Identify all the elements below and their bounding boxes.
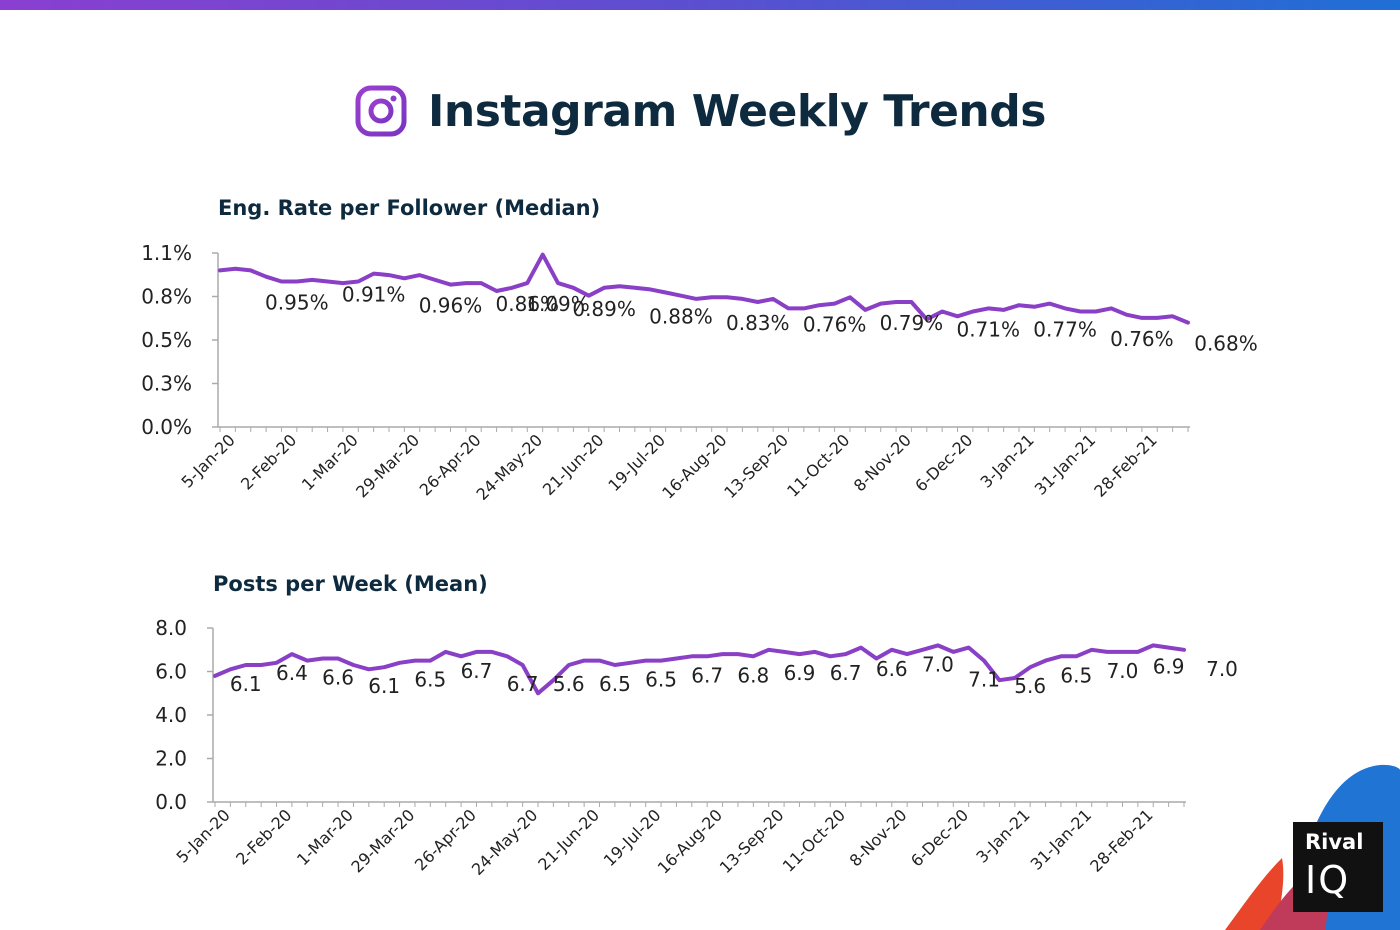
data-label: 6.5: [599, 672, 631, 696]
data-label: 6.6: [876, 657, 908, 681]
data-label: 6.1: [230, 672, 262, 696]
series-line: [218, 252, 1190, 325]
x-tick-label: 19-Jul-20: [600, 805, 665, 870]
y-tick-label: 0.8%: [141, 285, 192, 309]
y-tick-label: 4.0: [155, 703, 187, 727]
x-tick-label: 13-Sep-20: [720, 430, 792, 502]
data-label: 0.77%: [1033, 317, 1097, 341]
logo-text-iq: IQ: [1305, 858, 1351, 902]
top-gradient-bar: [0, 0, 1400, 10]
y-tick-label: 1.1%: [141, 241, 192, 265]
x-tick-label: 3-Jan-21: [977, 430, 1038, 491]
data-label: 0.91%: [342, 283, 406, 307]
data-label: 6.7: [691, 663, 723, 687]
x-tick-label: 2-Feb-20: [237, 430, 300, 493]
data-label: 6.9: [784, 661, 816, 685]
data-label: 7.0: [1107, 659, 1139, 683]
data-label: 0.76%: [1110, 327, 1174, 351]
x-tick-label: 31-Jan-21: [1027, 805, 1095, 873]
x-tick-label: 8-Nov-20: [850, 430, 915, 495]
chart-title-engagement: Eng. Rate per Follower (Median): [218, 196, 601, 220]
x-tick-label: 2-Feb-20: [232, 805, 295, 868]
chart-title-posts: Posts per Week (Mean): [213, 572, 488, 596]
page-header: Instagram Weekly Trends: [0, 76, 1400, 146]
x-tick-label: 21-Jun-20: [539, 430, 608, 499]
data-label: 0.76%: [803, 313, 867, 337]
x-tick-label: 24-May-20: [468, 805, 542, 879]
x-tick-label: 1-Mar-20: [293, 805, 357, 869]
x-tick-label: 28-Feb-21: [1086, 805, 1156, 875]
data-label: 6.9: [1153, 655, 1185, 679]
data-label: 0.83%: [726, 311, 790, 335]
posts-per-week-chart: 0.02.04.06.08.05-Jan-202-Feb-201-Mar-202…: [155, 616, 1238, 879]
data-label: 7.1: [968, 668, 1000, 692]
data-label: 5.6: [1014, 674, 1046, 698]
y-tick-label: 0.0%: [141, 415, 192, 439]
y-tick-label: 0.5%: [141, 328, 192, 352]
data-label: 6.7: [830, 661, 862, 685]
x-tick-label: 5-Jan-20: [173, 805, 234, 866]
x-tick-label: 6-Dec-20: [911, 430, 976, 495]
x-tick-label: 6-Dec-20: [907, 805, 972, 870]
y-tick-label: 8.0: [155, 616, 187, 640]
x-tick-label: 16-Aug-20: [658, 430, 730, 502]
rival-iq-logo: Rival IQ: [1293, 822, 1383, 912]
data-label: 6.5: [414, 668, 446, 692]
x-tick-label: 16-Aug-20: [654, 805, 726, 877]
data-label: 6.6: [322, 665, 354, 689]
x-tick-label: 31-Jan-21: [1031, 430, 1099, 498]
data-label: 0.79%: [880, 311, 944, 335]
data-label: 0.89%: [572, 297, 636, 321]
data-label: 6.7: [507, 672, 539, 696]
y-tick-label: 0.0: [155, 790, 187, 814]
data-label: 0.88%: [649, 305, 713, 329]
x-tick-label: 3-Jan-21: [972, 805, 1033, 866]
x-tick-label: 28-Feb-21: [1090, 430, 1160, 500]
data-label: 6.1: [368, 674, 400, 698]
x-tick-label: 8-Nov-20: [846, 805, 911, 870]
engagement-rate-chart: 0.0% 0.3% 0.5% 0.8% 1.1% 5-Jan-202-Feb-201-Ma…: [141, 241, 1258, 504]
x-tick-label: 11-Oct-20: [783, 430, 853, 500]
x-tick-label: 21-Jun-20: [534, 805, 603, 874]
data-label: 6.8: [737, 663, 769, 687]
y-tick-label: 0.3%: [141, 372, 192, 396]
x-tick-label: 29-Mar-20: [347, 805, 418, 876]
x-tick-label: 11-Oct-20: [779, 805, 849, 875]
data-label: 1.09%: [526, 292, 590, 316]
data-label: 6.4: [276, 661, 308, 685]
y-tick-label: 2.0: [155, 747, 187, 771]
data-label: 0.96%: [419, 294, 483, 318]
data-label: 5.6: [553, 672, 585, 696]
x-tick-label: 1-Mar-20: [298, 430, 362, 494]
data-label: 6.5: [1060, 663, 1092, 687]
data-label: 7.0: [1206, 657, 1238, 681]
instagram-icon: [355, 85, 407, 137]
page-title: Instagram Weekly Trends: [428, 85, 1046, 137]
x-tick-label: 24-May-20: [473, 430, 547, 504]
data-label: 7.0: [922, 652, 954, 676]
x-tick-label: 29-Mar-20: [352, 430, 423, 501]
y-tick-label: 6.0: [155, 660, 187, 684]
x-tick-label: 19-Jul-20: [604, 430, 669, 495]
data-label: 0.71%: [956, 317, 1020, 341]
series-line: [213, 643, 1186, 696]
data-label: 0.68%: [1194, 332, 1258, 356]
logo-text-rival: Rival: [1305, 830, 1364, 854]
x-tick-label: 13-Sep-20: [716, 805, 788, 877]
data-label: 0.95%: [265, 290, 329, 314]
data-label: 0.86%: [496, 292, 560, 316]
data-label: 6.7: [461, 659, 493, 683]
x-tick-label: 5-Jan-20: [178, 430, 239, 491]
data-label: 6.5: [645, 668, 677, 692]
